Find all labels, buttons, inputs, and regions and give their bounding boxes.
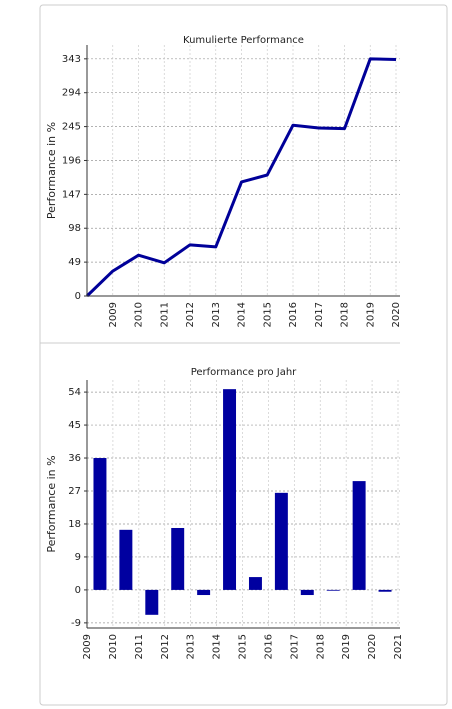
x-tick-label: 2014 bbox=[212, 634, 223, 659]
chart-title: Kumulierte Performance bbox=[183, 35, 304, 46]
y-tick-label: -9 bbox=[71, 618, 81, 629]
x-tick-label: 2021 bbox=[393, 634, 404, 659]
y-tick-label: 294 bbox=[62, 88, 81, 99]
y-tick-label: 245 bbox=[62, 122, 81, 133]
x-tick-label: 2010 bbox=[134, 302, 145, 327]
x-tick-label: 2011 bbox=[134, 634, 145, 659]
x-tick-label: 2015 bbox=[238, 634, 249, 659]
bar bbox=[145, 589, 159, 615]
y-tick-label: 147 bbox=[62, 189, 81, 200]
bar bbox=[171, 527, 185, 590]
y-tick-label: 9 bbox=[75, 552, 81, 563]
bar bbox=[352, 481, 366, 590]
bar bbox=[274, 492, 288, 590]
x-tick-label: 2019 bbox=[341, 634, 352, 659]
y-tick-label: 45 bbox=[68, 420, 81, 431]
x-tick-label: 2020 bbox=[367, 634, 378, 659]
x-tick-label: 2018 bbox=[315, 634, 326, 659]
x-tick-label: 2016 bbox=[263, 634, 274, 659]
x-tick-label: 2013 bbox=[186, 634, 197, 659]
x-tick-label: 2009 bbox=[82, 634, 93, 659]
y-axis-label: Performance in % bbox=[45, 122, 58, 219]
bar bbox=[197, 589, 211, 596]
bar bbox=[300, 589, 314, 596]
x-tick-label: 2017 bbox=[289, 634, 300, 659]
bar bbox=[119, 529, 133, 590]
y-axis-label: Performance in % bbox=[45, 455, 58, 552]
x-tick-label: 2014 bbox=[237, 302, 248, 327]
y-tick-label: 196 bbox=[62, 155, 81, 166]
x-tick-label: 2012 bbox=[160, 634, 171, 659]
x-tick-label: 2010 bbox=[108, 634, 119, 659]
y-tick-label: 54 bbox=[68, 387, 81, 398]
x-tick-label: 2013 bbox=[211, 302, 222, 327]
y-tick-label: 98 bbox=[68, 223, 81, 234]
y-tick-label: 49 bbox=[68, 257, 81, 268]
bar bbox=[326, 589, 340, 591]
y-tick-label: 0 bbox=[75, 585, 81, 596]
x-tick-label: 2018 bbox=[340, 302, 351, 327]
chart-title: Performance pro Jahr bbox=[191, 367, 297, 378]
bar bbox=[93, 458, 107, 590]
frame bbox=[39, 4, 448, 706]
line-series bbox=[85, 57, 397, 298]
bar bbox=[378, 589, 392, 592]
bar bbox=[248, 577, 262, 590]
y-tick-label: 343 bbox=[62, 54, 81, 65]
x-tick-label: 2009 bbox=[108, 302, 119, 327]
bar bbox=[223, 389, 237, 590]
x-tick-label: 2020 bbox=[391, 302, 402, 327]
y-tick-label: 0 bbox=[75, 291, 81, 302]
y-tick-label: 36 bbox=[68, 453, 81, 464]
y-tick-label: 18 bbox=[68, 519, 81, 530]
x-tick-label: 2019 bbox=[365, 302, 376, 327]
x-tick-label: 2011 bbox=[159, 302, 170, 327]
x-tick-label: 2016 bbox=[288, 302, 299, 327]
x-tick-label: 2017 bbox=[314, 302, 325, 327]
x-tick-label: 2012 bbox=[185, 302, 196, 327]
y-tick-label: 27 bbox=[68, 486, 81, 497]
x-tick-label: 2015 bbox=[262, 302, 273, 327]
